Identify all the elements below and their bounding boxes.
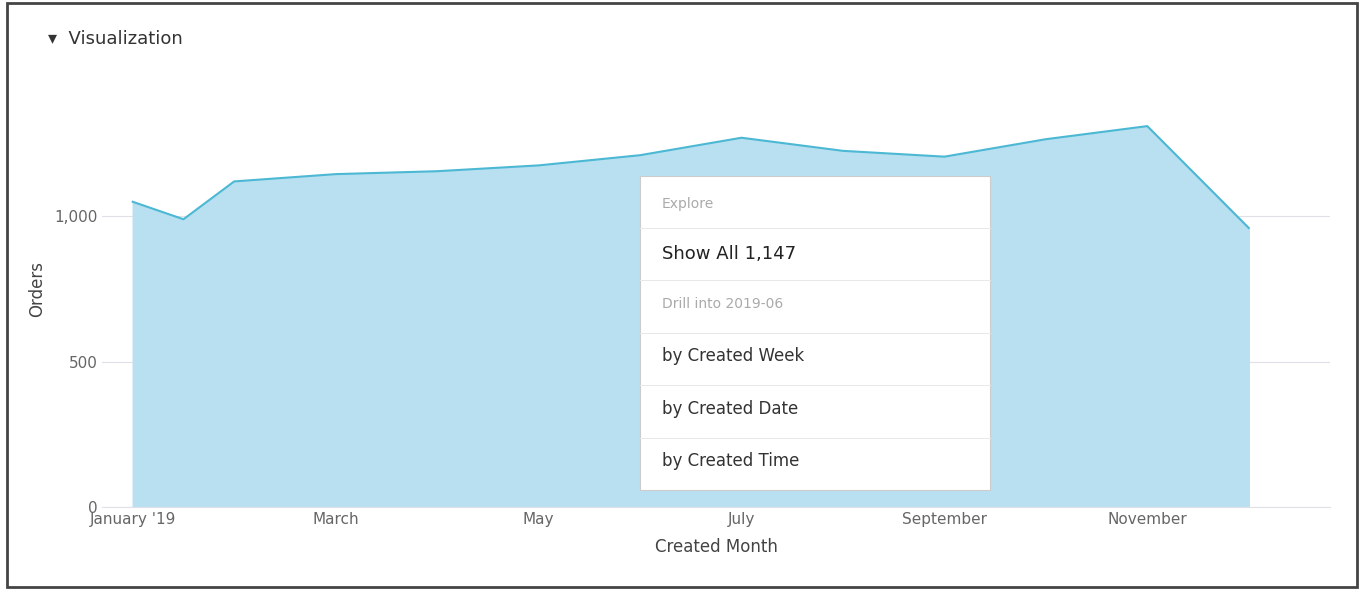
X-axis label: Created Month: Created Month	[655, 538, 777, 556]
Text: ▾  Visualization: ▾ Visualization	[48, 30, 183, 48]
Text: Explore: Explore	[662, 198, 715, 211]
Text: by Created Date: by Created Date	[662, 400, 798, 418]
Text: Show All 1,147: Show All 1,147	[662, 245, 797, 263]
Y-axis label: Orders: Orders	[27, 261, 46, 317]
Text: Drill into 2019-06: Drill into 2019-06	[662, 297, 783, 311]
FancyBboxPatch shape	[640, 176, 990, 490]
Text: by Created Week: by Created Week	[662, 348, 805, 365]
Text: by Created Time: by Created Time	[662, 452, 799, 470]
